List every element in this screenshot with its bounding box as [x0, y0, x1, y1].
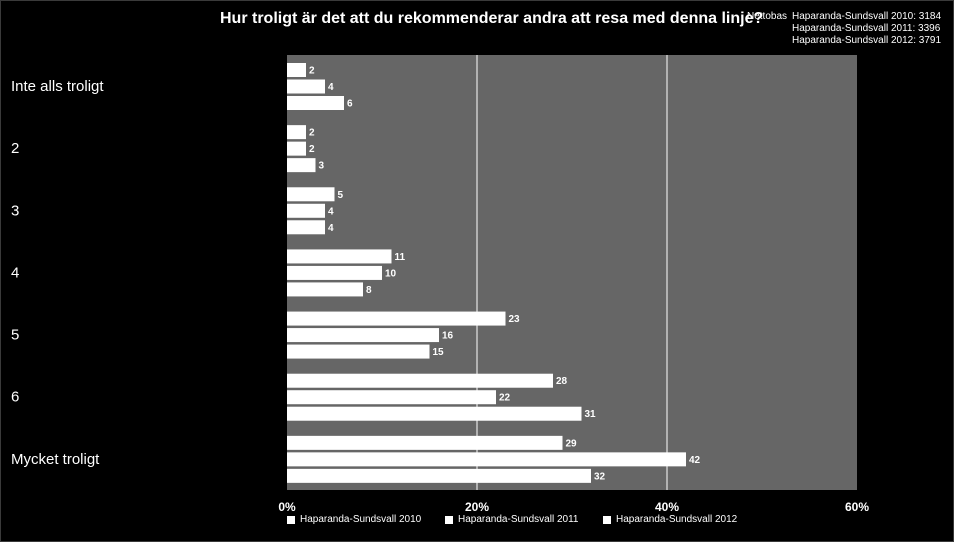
bar — [287, 452, 686, 467]
category-labels: Inte alls troligt 2 3 4 5 6 Mycket troligt — [11, 78, 104, 468]
bar — [287, 282, 363, 297]
bar — [287, 390, 496, 405]
chart-title: Hur troligt är det att du rekommenderar … — [220, 10, 764, 27]
category-label: 5 — [11, 327, 19, 344]
bar-value-label: 28 — [556, 376, 568, 387]
legend-swatch-2011 — [445, 515, 453, 524]
bar — [287, 249, 392, 264]
netto-line-2012: Haparanda-Sundsvall 2012: 3791 — [792, 35, 941, 46]
x-axis-ticks: 0% 20% 40% 60% — [278, 500, 869, 514]
x-tick-label: 20% — [465, 500, 489, 514]
netto-line-2011: Haparanda-Sundsvall 2011: 3396 — [792, 23, 941, 34]
bar-value-label: 15 — [433, 347, 445, 358]
category-label: Mycket troligt — [11, 451, 100, 468]
legend-swatch-2010 — [287, 515, 295, 524]
bar-value-label: 2 — [309, 144, 315, 155]
category-label: 3 — [11, 202, 19, 219]
bar-value-label: 22 — [499, 393, 511, 404]
bar-value-label: 6 — [347, 99, 353, 110]
bar-value-label: 2 — [309, 128, 315, 139]
bar-value-label: 11 — [395, 252, 406, 263]
category-label: 6 — [11, 389, 19, 406]
category-label: 2 — [11, 140, 19, 157]
bar — [287, 344, 430, 359]
bar — [287, 406, 582, 421]
bar-value-label: 8 — [366, 285, 372, 296]
bar — [287, 63, 306, 77]
bar — [287, 435, 563, 450]
legend-label-2010: Haparanda-Sundsvall 2010 — [300, 514, 422, 525]
bar-value-label: 29 — [566, 438, 578, 449]
bar-value-label: 31 — [585, 409, 597, 420]
legend-swatch-2012 — [603, 515, 611, 524]
category-label: 4 — [11, 264, 19, 281]
bar-value-label: 32 — [594, 471, 606, 482]
x-tick-label: 60% — [845, 500, 869, 514]
bar — [287, 125, 306, 140]
bar — [287, 265, 382, 280]
bar — [287, 328, 439, 343]
bar-value-label: 4 — [328, 223, 334, 234]
legend-label-2011: Haparanda-Sundsvall 2011 — [458, 514, 579, 525]
bar — [287, 187, 335, 202]
bar — [287, 203, 325, 218]
bar-value-label: 4 — [328, 82, 334, 93]
legend-item-2012: Haparanda-Sundsvall 2012 — [603, 514, 737, 525]
bar — [287, 220, 325, 235]
bar — [287, 141, 306, 156]
bar — [287, 373, 553, 388]
bar-value-label: 4 — [328, 206, 334, 217]
bar-value-label: 3 — [319, 161, 325, 172]
category-label: Inte alls troligt — [11, 78, 104, 95]
legend: Haparanda-Sundsvall 2010 Haparanda-Sunds… — [287, 514, 737, 525]
bar-value-label: 5 — [338, 190, 344, 201]
legend-label-2012: Haparanda-Sundsvall 2012 — [616, 514, 738, 525]
netto-label: Nettobas — [747, 11, 788, 22]
bar-value-label: 42 — [689, 455, 701, 466]
bar — [287, 96, 344, 110]
netto-line-2010: Haparanda-Sundsvall 2010: 3184 — [792, 11, 941, 22]
bar — [287, 158, 316, 173]
legend-item-2010: Haparanda-Sundsvall 2010 — [287, 514, 445, 525]
x-tick-label: 40% — [655, 500, 679, 514]
bar — [287, 468, 591, 483]
x-tick-label: 0% — [278, 500, 296, 514]
bar — [287, 311, 506, 326]
bar-value-label: 23 — [509, 314, 521, 325]
bar-value-label: 16 — [442, 331, 454, 342]
netto-base-list: Haparanda-Sundsvall 2010: 3184 Haparanda… — [792, 11, 941, 47]
bar-value-label: 2 — [309, 66, 315, 77]
bar — [287, 79, 325, 94]
legend-item-2011: Haparanda-Sundsvall 2011 — [445, 514, 603, 525]
bar-value-label: 10 — [385, 268, 397, 279]
